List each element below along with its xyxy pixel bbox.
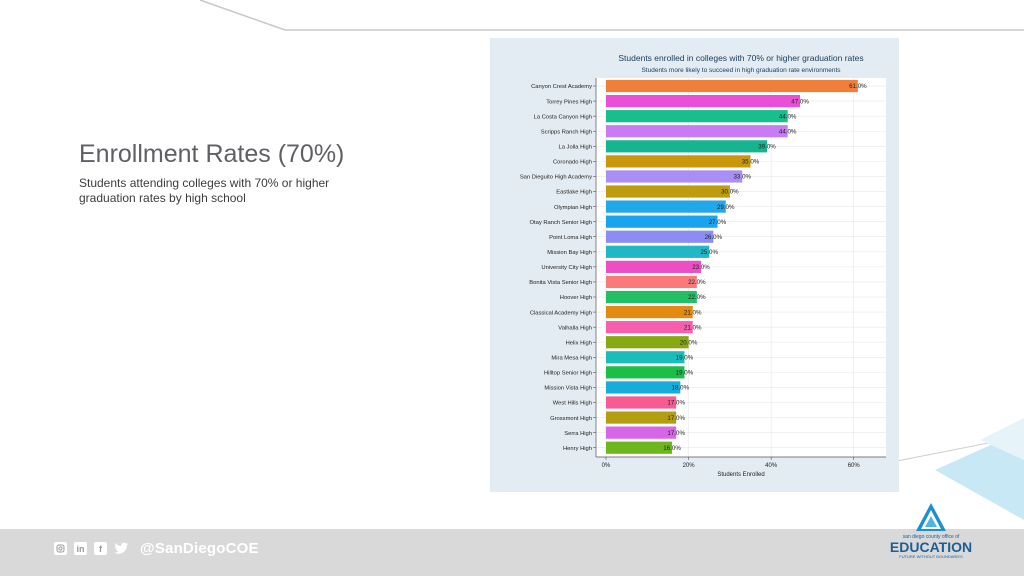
x-tick-label: 0% <box>602 463 611 469</box>
slide-title: Enrollment Rates (70%) <box>79 140 345 168</box>
bar <box>606 321 693 334</box>
category-label: University City High <box>541 265 592 271</box>
category-label: Torrey Pines High <box>546 99 592 105</box>
slide-subtitle: Students attending colleges with 70% or … <box>79 176 330 205</box>
footer-bar <box>0 529 1024 576</box>
category-label: Coronado High <box>553 160 592 166</box>
data-label: 17.0% <box>667 430 685 437</box>
category-label: Scripps Ranch High <box>541 129 592 135</box>
bar <box>606 305 693 319</box>
logo-main-text: EDUCATION <box>889 539 973 555</box>
category-label: La Jolla High <box>558 145 592 151</box>
category-label: Hilltop Senior High <box>544 371 592 377</box>
category-label: Mira Mesa High <box>551 355 592 361</box>
bar <box>606 125 788 138</box>
category-label: Otay Ranch Senior High <box>529 220 592 226</box>
chart-panel: Students enrolled in colleges with 70% o… <box>490 38 899 492</box>
sdcoe-logo: san diego county office of EDUCATION FUT… <box>888 502 974 568</box>
bar <box>606 411 677 424</box>
category-label: Classical Academy High <box>530 310 592 316</box>
bar <box>606 95 801 108</box>
bar <box>606 275 697 289</box>
category-label: San Dieguito High Academy <box>520 175 592 181</box>
category-label: Olympian High <box>554 205 592 211</box>
data-label: 20.0% <box>680 339 698 346</box>
category-label: Eastlake High <box>556 190 592 196</box>
category-label: West Hills High <box>553 401 592 407</box>
social-handle[interactable]: @SanDiegoCOE <box>140 540 259 557</box>
data-label: 23.0% <box>692 264 710 271</box>
logo-top-text: san diego county office of <box>902 534 960 540</box>
bar <box>606 230 714 243</box>
category-label: Hoover High <box>560 295 592 301</box>
bar <box>606 170 743 183</box>
data-label: 21.0% <box>684 309 702 316</box>
logo-tagline: FUTURE WITHOUT BOUNDARIES <box>899 554 963 559</box>
x-tick-label: 60% <box>848 463 861 469</box>
data-label: 18.0% <box>672 385 690 392</box>
data-label: 47.0% <box>791 98 809 105</box>
social-links: in f @SanDiegoCOE <box>54 540 259 557</box>
category-label: Grossmont High <box>550 416 592 422</box>
data-label: 25.0% <box>700 249 718 256</box>
category-label: Mission Vista High <box>544 386 592 392</box>
bar <box>606 290 697 304</box>
data-label: 17.0% <box>667 415 685 422</box>
bar <box>606 381 681 394</box>
bar-chart: Students enrolled in colleges with 70% o… <box>520 53 886 478</box>
chart-title: Students enrolled in colleges with 70% o… <box>618 53 863 63</box>
data-label: 19.0% <box>676 354 694 361</box>
category-label: Canyon Crest Academy <box>531 84 592 90</box>
data-label: 21.0% <box>684 324 702 331</box>
data-label: 44.0% <box>779 128 797 135</box>
instagram-icon[interactable] <box>54 542 67 555</box>
bar <box>606 245 710 258</box>
data-label: 22.0% <box>688 279 706 286</box>
facebook-icon[interactable]: f <box>94 542 107 555</box>
bar <box>606 396 677 409</box>
bar <box>606 426 677 439</box>
x-tick-label: 40% <box>765 463 778 469</box>
bar <box>606 351 685 364</box>
data-label: 29.0% <box>717 204 735 211</box>
data-label: 27.0% <box>709 219 727 226</box>
data-label: 26.0% <box>705 234 723 241</box>
chart-subtitle: Students more likely to succeed in high … <box>641 67 841 74</box>
bar <box>606 215 718 228</box>
data-label: 61.0% <box>849 83 867 90</box>
data-label: 30.0% <box>721 189 739 196</box>
bar <box>606 140 768 153</box>
data-label: 33.0% <box>733 174 751 181</box>
bar <box>606 441 673 454</box>
logo-mark-icon <box>916 503 946 531</box>
data-label: 16.0% <box>663 445 681 452</box>
category-label: Valhalla High <box>558 325 592 331</box>
linkedin-icon[interactable]: in <box>74 542 87 555</box>
bar <box>606 185 730 198</box>
bar <box>606 79 858 93</box>
bar <box>606 336 689 349</box>
bar <box>606 110 788 123</box>
bar <box>606 260 701 273</box>
data-label: 39.0% <box>758 144 776 151</box>
bar <box>606 366 685 379</box>
bar <box>606 200 726 213</box>
data-label: 35.0% <box>742 159 760 166</box>
category-label: Serra High <box>564 431 592 437</box>
data-label: 19.0% <box>676 370 694 377</box>
twitter-icon[interactable] <box>114 542 130 555</box>
category-label: Point Loma High <box>549 235 592 241</box>
data-label: 17.0% <box>667 400 685 407</box>
category-label: Mission Bay High <box>547 250 592 256</box>
bar <box>606 155 751 168</box>
x-axis-title: Students Enrolled <box>717 472 764 478</box>
category-label: Helix High <box>566 340 592 346</box>
category-label: Henry High <box>563 446 592 452</box>
category-label: Bonita Vista Senior High <box>529 280 592 286</box>
x-tick-label: 20% <box>683 463 696 469</box>
data-label: 44.0% <box>779 113 797 120</box>
data-label: 22.0% <box>688 294 706 301</box>
category-label: La Costa Canyon High <box>534 114 592 120</box>
